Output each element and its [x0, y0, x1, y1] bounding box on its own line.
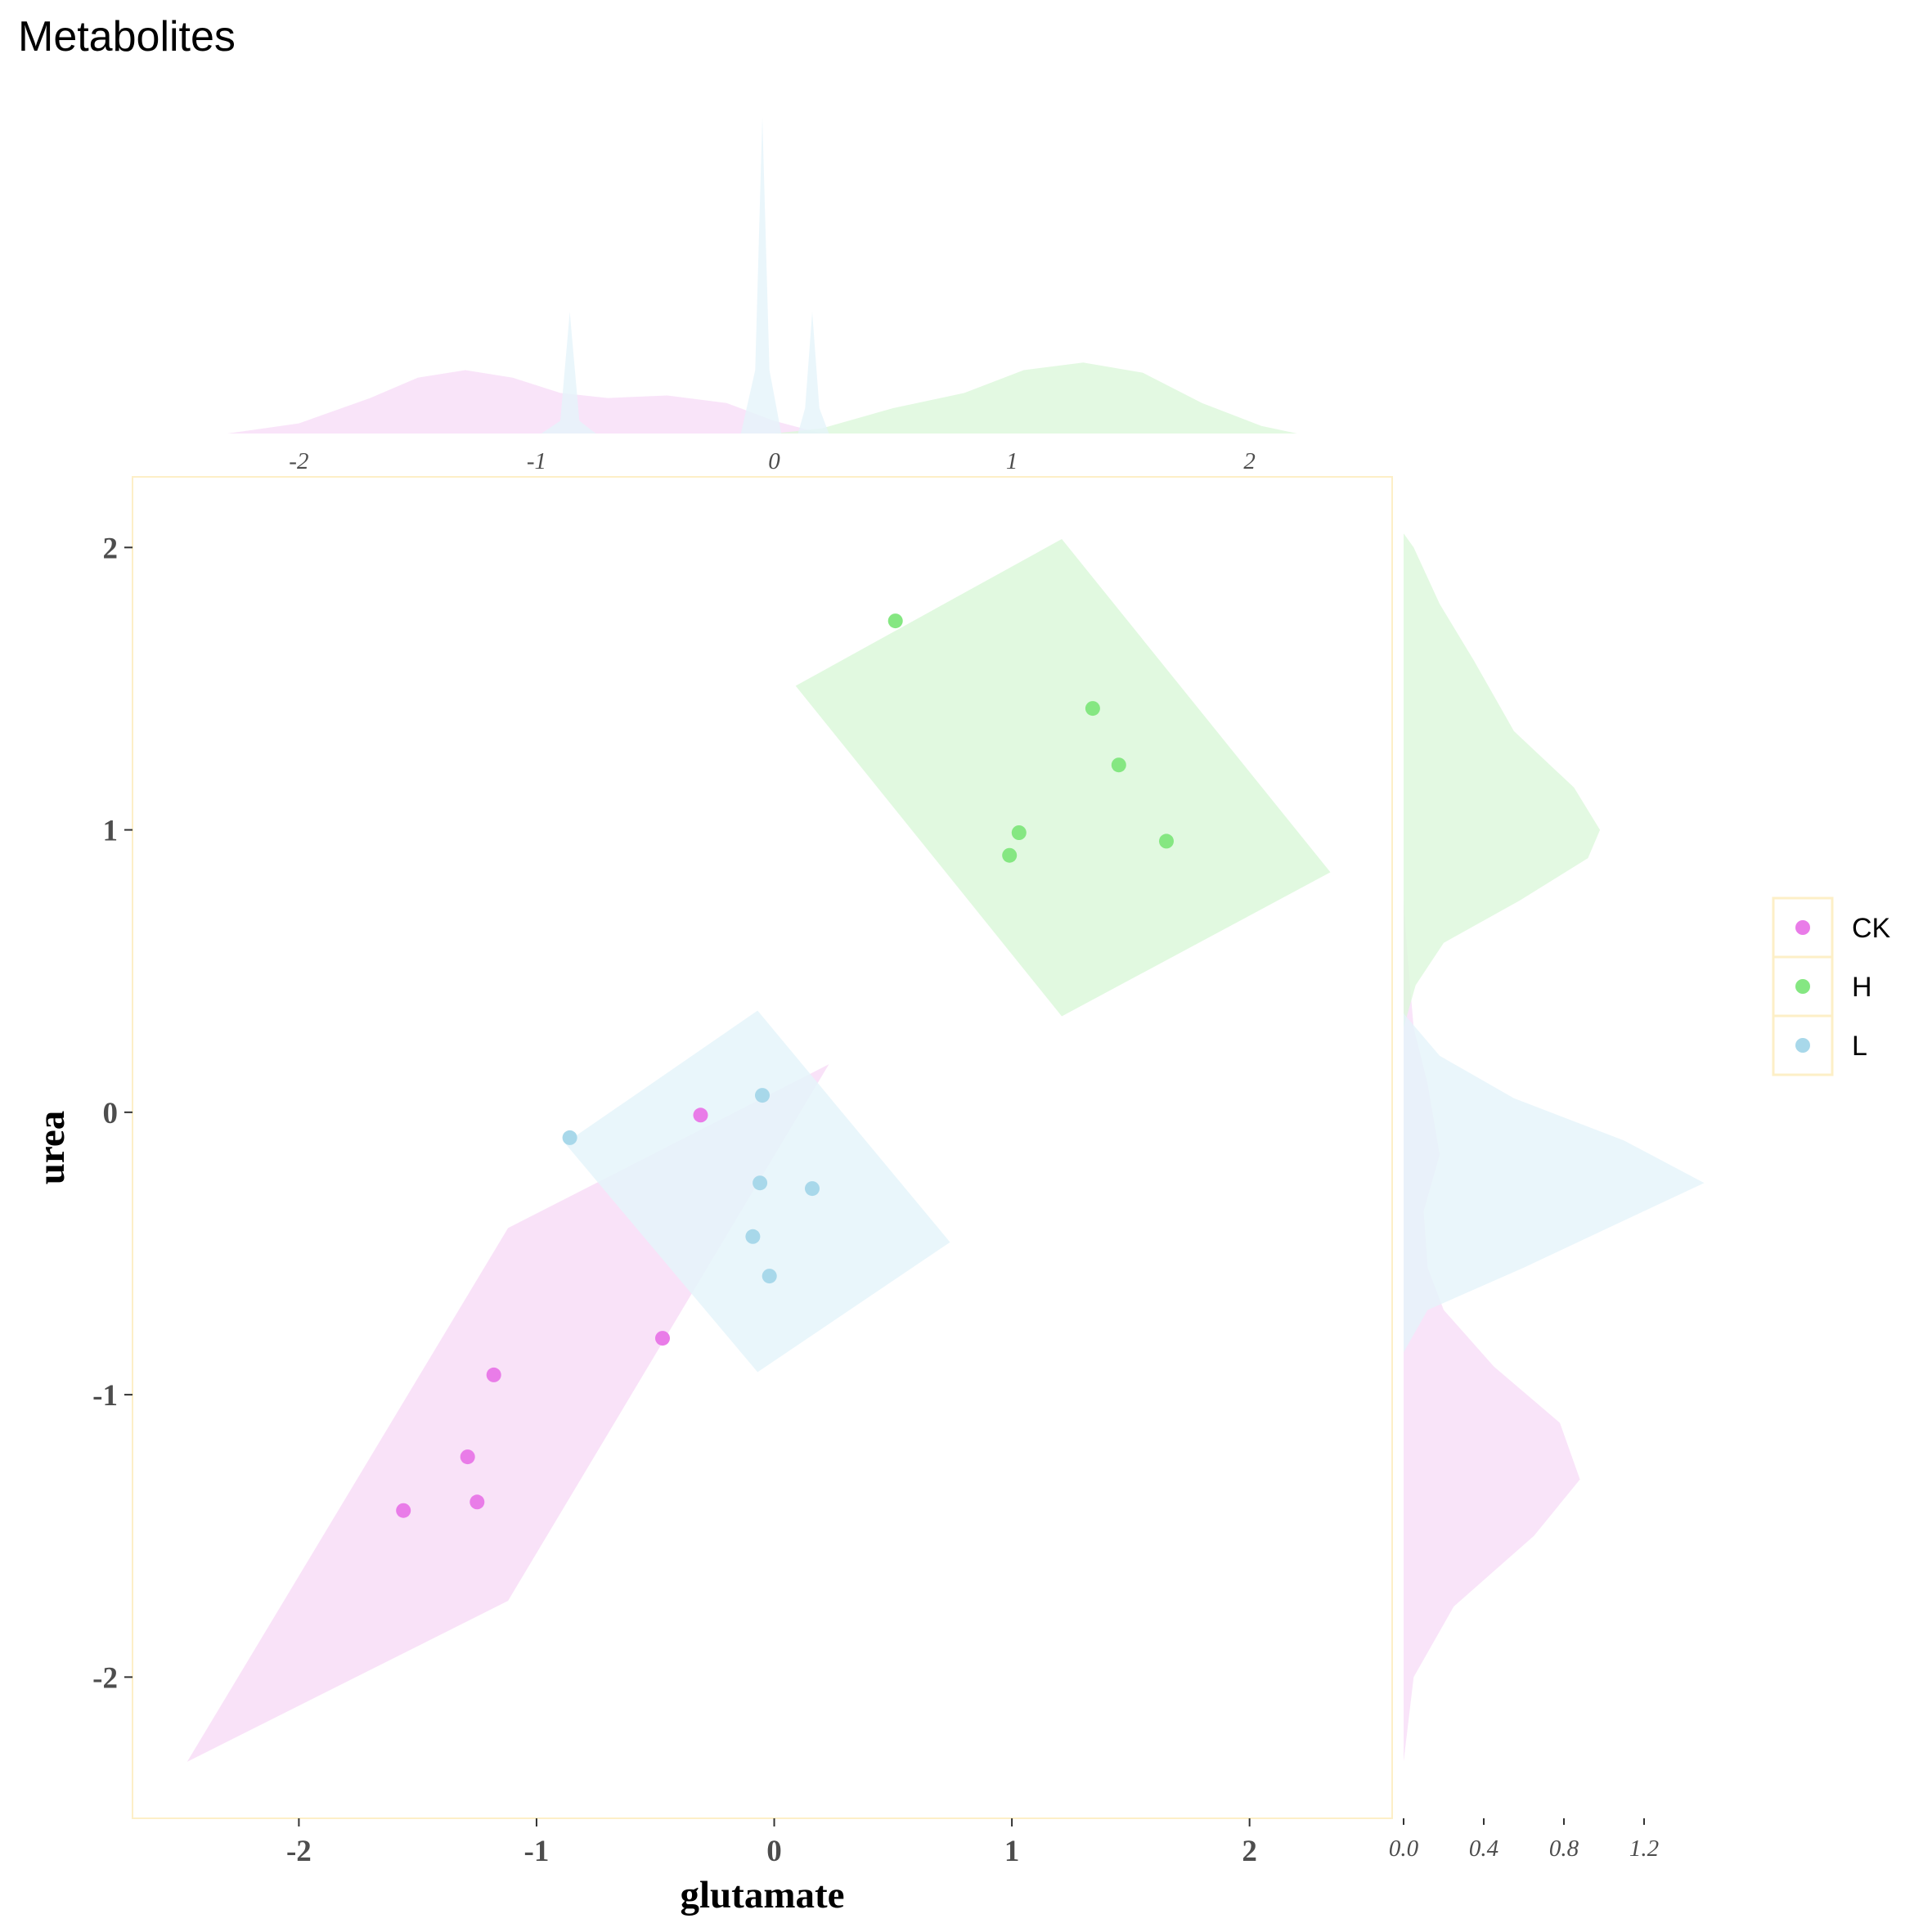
- legend-swatch-h: [1795, 979, 1810, 994]
- y-tick-label: 0: [103, 1097, 119, 1130]
- y-tick-label: 2: [103, 532, 119, 565]
- right-marginal-tick-label: 1.2: [1629, 1835, 1659, 1862]
- point-h-2: [1085, 701, 1100, 717]
- top-marginal-density: [227, 116, 1297, 434]
- point-l-2: [755, 1088, 770, 1103]
- top-marginal-tick-label: 2: [1243, 448, 1256, 474]
- x-tick-label: 0: [766, 1835, 782, 1868]
- y-axis: 2 1 0 -1 -2: [92, 532, 133, 1695]
- point-h-6: [1159, 833, 1174, 849]
- x-axis-title: glutamate: [680, 1874, 844, 1916]
- point-l-3: [753, 1175, 768, 1191]
- x-tick-label: 2: [1242, 1835, 1257, 1868]
- point-l-4: [805, 1181, 820, 1197]
- point-ck-3: [470, 1494, 485, 1510]
- point-l-6: [762, 1269, 777, 1284]
- point-ck-5: [655, 1331, 670, 1346]
- x-tick-label: -1: [524, 1835, 550, 1868]
- top-density-h: [774, 362, 1297, 434]
- x-tick-label: 1: [1004, 1835, 1020, 1868]
- top-density-l: [541, 116, 829, 434]
- top-marginal-tick-label: 1: [1006, 448, 1018, 474]
- right-marginal-tick-label: 0.0: [1389, 1835, 1419, 1862]
- legend-label-l: L: [1852, 1031, 1867, 1062]
- y-tick-label: -2: [92, 1661, 118, 1695]
- right-marginal-tick-labels: 0.0 0.4 0.8 1.2: [1389, 1818, 1659, 1862]
- chart-title: Metabolites: [18, 13, 236, 61]
- right-density-l: [1404, 1013, 1705, 1353]
- legend-swatch-ck: [1795, 920, 1810, 935]
- top-marginal-tick-labels: -2 -1 0 1 2: [289, 448, 1256, 474]
- right-marginal-density: [1404, 533, 1705, 1762]
- legend-key-box: [1772, 896, 1834, 959]
- point-ck-6: [693, 1108, 708, 1123]
- top-marginal-tick-label: 0: [768, 448, 780, 474]
- legend: CK HL: [1772, 896, 1891, 1076]
- point-l-5: [745, 1229, 761, 1244]
- point-ck-1: [396, 1503, 411, 1518]
- x-axis: -2 -1 0 1 2: [286, 1818, 1257, 1868]
- legend-label-h: H: [1852, 972, 1872, 1003]
- group-hulls: [186, 539, 1331, 1762]
- legend-key-box: [1772, 955, 1834, 1018]
- data-points: [396, 613, 1174, 1518]
- y-tick-label: -1: [92, 1379, 118, 1413]
- legend-label-ck: CK: [1852, 913, 1891, 944]
- point-h-3: [1111, 757, 1126, 773]
- plot-panel-border: [132, 476, 1393, 1819]
- legend-swatch-l: [1795, 1038, 1810, 1053]
- point-h-4: [1011, 825, 1027, 840]
- y-tick-label: 1: [103, 815, 119, 848]
- point-ck-2: [460, 1449, 475, 1465]
- x-tick-label: -2: [286, 1835, 312, 1868]
- point-h-5: [1002, 847, 1018, 863]
- top-marginal-tick-label: -2: [289, 448, 308, 474]
- point-ck-4: [486, 1367, 501, 1382]
- top-density-ck: [227, 370, 822, 434]
- right-density-h: [1404, 533, 1601, 1028]
- hull-l: [564, 1010, 950, 1373]
- y-axis-title: urea: [30, 1111, 73, 1185]
- right-marginal-tick-label: 0.4: [1469, 1835, 1498, 1862]
- point-l-1: [562, 1130, 577, 1145]
- top-marginal-tick-label: -1: [527, 448, 546, 474]
- right-density-ck: [1404, 900, 1580, 1762]
- hull-h: [795, 539, 1331, 1017]
- right-marginal-tick-label: 0.8: [1549, 1835, 1579, 1862]
- point-h-1: [887, 613, 903, 629]
